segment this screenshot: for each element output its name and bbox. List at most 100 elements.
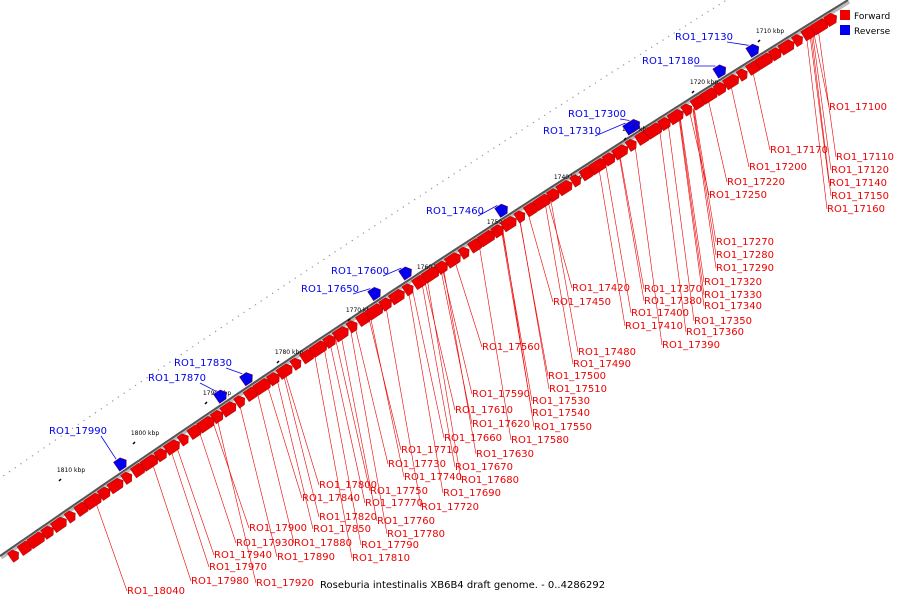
forward-leader-line — [152, 463, 192, 582]
scale-track-dot — [656, 42, 658, 45]
reverse-leader-line — [382, 267, 402, 277]
scale-track-dot — [515, 132, 518, 135]
legend: Forward Reverse — [840, 10, 891, 37]
kbp-tick-label: 1780 kbp — [275, 349, 303, 356]
forward-leader-line — [284, 373, 320, 486]
reverse-gene-ro1-17460 — [494, 203, 508, 218]
forward-gene-block — [532, 193, 551, 212]
forward-gene-label-ro1-17610: RO1_17610 — [455, 405, 513, 416]
scale-track-dot — [232, 319, 234, 321]
scale-track-dot — [220, 326, 222, 329]
scale-track-dot — [379, 221, 382, 223]
scale-track-dot — [254, 304, 257, 306]
forward-leader-line — [239, 404, 278, 558]
gene-layer — [7, 12, 837, 563]
reverse-leader-line — [477, 205, 498, 217]
scale-track-dot — [31, 455, 34, 457]
scale-track-dot — [464, 165, 467, 168]
scale-track-dot — [197, 342, 200, 344]
scale-track-dot — [611, 71, 613, 73]
scale-track-dot — [163, 365, 165, 367]
forward-gene-label-ro1-17770: RO1_17770 — [365, 498, 423, 509]
forward-leader-line — [550, 199, 579, 353]
forward-leader-line — [547, 201, 573, 289]
kbp-tick-mark — [132, 441, 136, 445]
leader-line-layer — [95, 30, 837, 592]
scale-track-dot — [583, 89, 585, 91]
reverse-leader-line — [225, 367, 243, 375]
scale-track-dot — [662, 39, 664, 41]
scale-track-dot — [180, 353, 182, 356]
kbp-tick-label: 1710 kbp — [756, 28, 784, 35]
forward-gene-label-ro1-17970: RO1_17970 — [209, 562, 267, 573]
scale-track-dot — [186, 350, 188, 352]
scale-track-dot — [396, 210, 399, 212]
scale-track-dot — [538, 118, 540, 120]
scale-track-dot — [283, 285, 285, 287]
forward-gene-label-ro1-17800: RO1_17800 — [319, 480, 377, 491]
scale-track-dot — [430, 187, 433, 190]
scale-track-dot — [374, 225, 376, 227]
kbp-tick-mark — [623, 137, 627, 141]
scale-track-dot — [123, 392, 125, 394]
scale-track-dot — [357, 236, 359, 238]
forward-leader-line — [212, 422, 250, 529]
forward-gene-label-ro1-17360: RO1_17360 — [686, 327, 744, 338]
scale-track-dot — [673, 32, 675, 34]
forward-leader-line — [679, 116, 705, 283]
forward-gene-block — [420, 266, 440, 284]
scale-track-dot — [20, 463, 22, 465]
forward-leader-line — [678, 117, 705, 307]
forward-gene-label-ro1-17840: RO1_17840 — [302, 493, 360, 504]
forward-leader-line — [544, 203, 574, 365]
forward-gene-block — [7, 549, 19, 563]
forward-gene-block — [712, 82, 727, 97]
forward-gene-block — [40, 525, 54, 540]
scale-track-dot — [266, 296, 268, 298]
reverse-gene-ro1-17870 — [213, 389, 227, 404]
forward-leader-line — [95, 502, 128, 592]
forward-leader-line — [354, 327, 389, 465]
scale-track-dot — [260, 300, 262, 302]
scale-track-dot — [600, 78, 602, 81]
forward-gene-label-ro1-17290: RO1_17290 — [716, 263, 774, 274]
forward-gene-block — [63, 510, 76, 524]
scale-track-dot — [453, 173, 455, 175]
scale-track-dot — [317, 262, 319, 264]
forward-gene-block — [457, 246, 470, 260]
forward-gene-label-ro1-17980: RO1_17980 — [191, 576, 249, 587]
scale-track-dot — [645, 50, 647, 52]
scale-track-dot — [60, 435, 62, 437]
forward-gene-block — [153, 448, 167, 463]
forward-gene-block — [624, 138, 637, 152]
forward-gene-label-ro1-17110: RO1_17110 — [836, 152, 894, 163]
forward-gene-block — [611, 144, 629, 161]
reverse-gene-ro1-17310 — [622, 121, 636, 136]
forward-gene-label-ro1-17670: RO1_17670 — [455, 462, 513, 473]
scale-track-dot — [112, 400, 114, 402]
forward-gene-label-ro1-17320: RO1_17320 — [704, 277, 762, 288]
scale-track-dot — [3, 474, 5, 477]
scale-track-dot — [277, 288, 279, 291]
reverse-leader-line — [619, 118, 630, 121]
scale-track-dot — [106, 404, 108, 406]
scale-track-dot — [49, 443, 51, 445]
scale-track-dot — [294, 277, 296, 279]
forward-leader-line — [693, 108, 717, 256]
scale-track-dot — [203, 338, 205, 340]
forward-leader-line — [276, 379, 314, 530]
scale-track-dot — [362, 232, 365, 234]
forward-leader-line — [267, 385, 303, 499]
forward-gene-block — [499, 216, 517, 233]
forward-gene-block — [823, 12, 837, 28]
forward-leader-line — [806, 37, 828, 210]
scale-track-dot — [300, 273, 302, 276]
scale-track-dot — [493, 147, 495, 149]
forward-leader-line — [170, 450, 210, 568]
scale-track-dot — [476, 158, 478, 160]
scale-track-dot — [368, 228, 370, 231]
forward-gene-block — [120, 471, 133, 485]
forward-gene-block — [26, 531, 45, 550]
legend-forward-swatch — [840, 10, 850, 20]
forward-leader-line — [813, 32, 830, 108]
